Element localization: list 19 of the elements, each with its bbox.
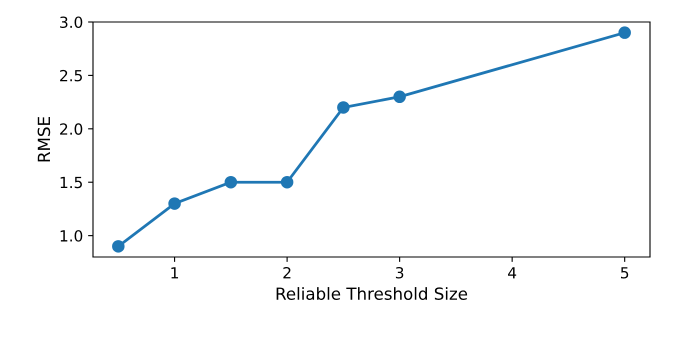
y-tick-label: 1.0 (60, 230, 82, 242)
point (168, 197, 181, 210)
x-tick-label: 2 (283, 266, 290, 278)
y-tick-label: 3.0 (60, 16, 82, 28)
y-tick-label: 2.5 (60, 70, 82, 82)
y-tick-label: 1.5 (60, 176, 82, 188)
y-tick-label: 2.0 (60, 123, 82, 135)
point (618, 26, 631, 39)
x-axis-title: Reliable Threshold Size (276, 287, 468, 300)
point (224, 176, 238, 188)
y-axis-title: RMSE (38, 117, 50, 162)
point (393, 90, 406, 104)
point (337, 101, 350, 114)
x-tick-label: 4 (508, 267, 516, 278)
point (280, 176, 294, 188)
x-tick-label: 1 (171, 267, 178, 278)
x-tick-label: 3 (396, 266, 404, 279)
x-tick-label: 5 (621, 267, 628, 279)
point (112, 240, 125, 253)
